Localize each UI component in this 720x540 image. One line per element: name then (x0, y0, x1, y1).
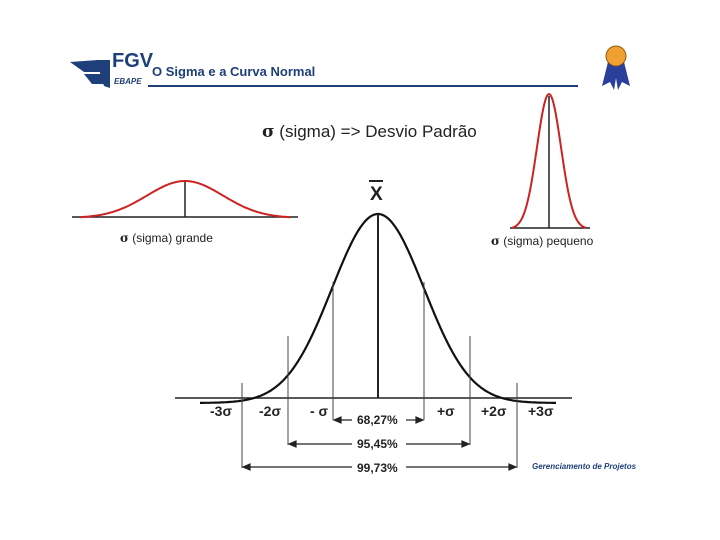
tick-plus2-sigma: +2σ (481, 403, 507, 419)
tick-minus1-sigma: - σ (310, 403, 329, 419)
logo-text: FGV (112, 50, 154, 72)
sigma-symbol: σ (262, 122, 275, 142)
tick-plus1-sigma: +σ (437, 403, 455, 419)
sigma-symbol: σ (120, 231, 129, 245)
footer-text: Gerenciamento de Projetos (532, 462, 637, 471)
mean-label: X (370, 184, 383, 205)
main-title-text: (sigma) => Desvio Padrão (279, 122, 477, 141)
small-sigma-caption-text: (sigma) pequeno (503, 234, 594, 248)
one-sigma-percentage: 68,27% (357, 413, 398, 427)
small-sigma-curve (511, 92, 587, 229)
large-sigma-curve (79, 180, 291, 219)
tick-plus3-sigma: +3σ (528, 403, 554, 419)
tick-minus2-sigma: -2σ (259, 403, 282, 419)
two-sigma-percentage: 95,45% (357, 437, 398, 451)
sigma-symbol: σ (491, 234, 500, 248)
large-sigma-caption: σ (sigma) grande (120, 231, 213, 245)
logo-subtext: EBAPE (114, 77, 142, 86)
tick-minus3-sigma: -3σ (210, 403, 233, 419)
mean-overline (369, 180, 383, 182)
three-sigma-percentage: 99,73% (357, 461, 398, 475)
page-title: O Sigma e a Curva Normal (152, 64, 316, 79)
main-title: σ (sigma) => Desvio Padrão (262, 122, 477, 142)
header-divider (148, 85, 578, 87)
small-sigma-caption: σ (sigma) pequeno (491, 234, 593, 248)
large-sigma-caption-text: (sigma) grande (132, 231, 213, 245)
